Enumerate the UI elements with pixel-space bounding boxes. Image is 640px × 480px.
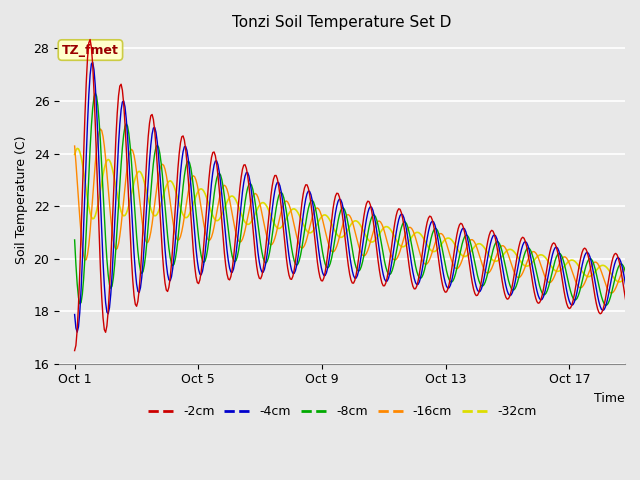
Y-axis label: Soil Temperature (C): Soil Temperature (C) <box>15 135 28 264</box>
Title: Tonzi Soil Temperature Set D: Tonzi Soil Temperature Set D <box>232 15 452 30</box>
X-axis label: Time: Time <box>595 392 625 405</box>
Legend: -2cm, -4cm, -8cm, -16cm, -32cm: -2cm, -4cm, -8cm, -16cm, -32cm <box>143 400 541 423</box>
Text: TZ_fmet: TZ_fmet <box>62 44 119 57</box>
